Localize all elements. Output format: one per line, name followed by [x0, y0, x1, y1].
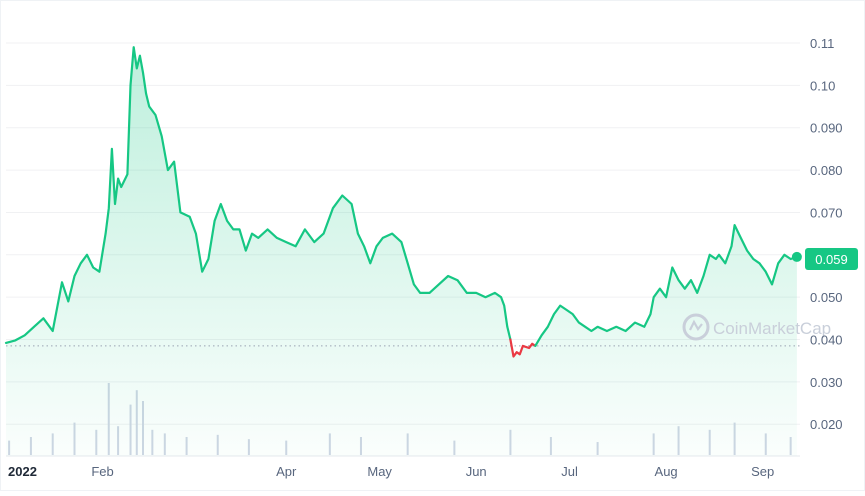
y-tick-label: 0.090: [810, 121, 843, 136]
y-tick-label: 0.030: [810, 375, 843, 390]
x-tick-label: Sep: [751, 464, 774, 479]
x-axis: 2022 Feb Apr May Jun Jul Aug Sep: [8, 464, 774, 479]
y-tick-label: 0.11: [810, 36, 834, 51]
x-tick-label: Feb: [91, 464, 113, 479]
current-price-label: 0.059: [815, 252, 848, 267]
current-price-badge: [805, 248, 858, 271]
price-lines: [4, 46, 798, 358]
y-tick-label: 0.10: [810, 78, 835, 93]
current-price-tag: 0.059: [805, 248, 858, 271]
x-tick-label: Aug: [655, 464, 678, 479]
price-line-segment: [4, 46, 512, 344]
x-tick-label: Jun: [466, 464, 487, 479]
area-fill: [6, 47, 797, 456]
y-tick-label: 0.070: [810, 205, 843, 220]
watermark: CoinMarketCap: [682, 313, 831, 341]
y-tick-label: 0.040: [810, 333, 843, 348]
price-line-segment: [509, 338, 537, 358]
current-price-dot: [791, 251, 802, 262]
y-tick-label: 0.020: [810, 417, 843, 432]
x-tick-label: May: [367, 464, 392, 479]
y-axis: 0.110.100.0900.0800.0700.0600.0500.0400.…: [810, 36, 843, 432]
y-tick-label: 0.080: [810, 163, 843, 178]
x-tick-label: 2022: [8, 464, 37, 479]
area-fill-path: [6, 47, 797, 456]
price-line-segment: [534, 224, 798, 347]
x-tick-label: Jul: [561, 464, 578, 479]
x-tick-label: Apr: [276, 464, 297, 479]
watermark-text: CoinMarketCap: [713, 319, 831, 338]
y-tick-label: 0.050: [810, 290, 843, 305]
